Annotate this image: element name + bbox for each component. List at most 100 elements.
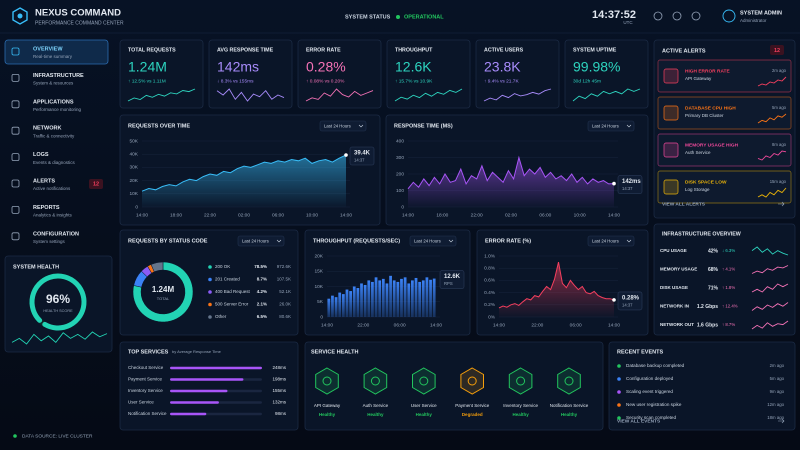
dropdown[interactable] <box>237 235 285 247</box>
bar <box>363 284 367 317</box>
event-dot <box>617 390 621 394</box>
callout <box>349 146 375 166</box>
dropdown-caret <box>358 124 364 128</box>
kpi-title: THROUGHPUT <box>395 47 433 53</box>
dropdown[interactable] <box>409 235 457 247</box>
nav-icon <box>11 153 20 162</box>
infra-label: NETWORK OUT <box>660 322 694 327</box>
health-caption: HEALTH SCORE <box>43 309 73 313</box>
service-name: Checkout Service <box>128 365 164 370</box>
dropdown[interactable] <box>587 235 635 247</box>
infra-value: 42% <box>708 248 719 254</box>
infra-change: ↑ 12.4% <box>722 304 738 309</box>
area <box>499 262 614 317</box>
alert-card[interactable] <box>657 59 792 93</box>
service-glyph <box>322 376 332 386</box>
callout-value: 12.6K <box>444 274 461 280</box>
legend-label: 500 Server Error <box>215 302 249 307</box>
chart-title: RESPONSE TIME (MS) <box>394 123 453 129</box>
alert-card[interactable] <box>657 170 792 204</box>
legend-percent: 4.2% <box>257 289 267 294</box>
bar-label: 198ms <box>272 377 286 382</box>
callout-value: 39.4K <box>354 151 371 157</box>
legend-dot <box>208 290 212 294</box>
panel <box>119 341 299 431</box>
sparkline <box>757 113 787 124</box>
bar <box>389 275 392 317</box>
infra-change: ↑ 8.7% <box>722 322 735 327</box>
service-status: Degraded <box>462 412 483 417</box>
service-hex[interactable] <box>557 367 581 395</box>
header-icon[interactable] <box>672 11 682 21</box>
event-time: 5m ago <box>770 376 785 381</box>
alert-card[interactable] <box>657 133 792 167</box>
alert-card[interactable] <box>657 96 792 130</box>
dropdown-label: Last 24 Hours <box>592 123 619 128</box>
alert-time: 5m ago <box>772 105 787 110</box>
x-tick-label: 14:00 <box>493 322 505 328</box>
sparkline <box>751 302 789 311</box>
health-score: 96% <box>46 292 70 306</box>
service-hex[interactable] <box>460 367 484 395</box>
service-glyph <box>516 376 526 386</box>
legend-label: 201 Created <box>215 277 240 282</box>
bar <box>385 283 389 317</box>
kpi-value: 99.98% <box>573 59 620 75</box>
dropdown-label: Last 24 Hours <box>414 238 441 243</box>
panel-title: SYSTEM HEALTH <box>13 264 59 270</box>
kpi-change: 30d 12h 45m <box>573 78 601 84</box>
event-dot <box>617 377 621 381</box>
bar <box>407 283 411 317</box>
bar <box>392 280 396 317</box>
bar-label: 98ms <box>275 411 287 416</box>
nav-label: NETWORK <box>33 126 61 132</box>
sparkline <box>751 283 789 293</box>
panel-title: INFRASTRUCTURE OVERVIEW <box>662 231 741 237</box>
status-value: OPERATIONAL <box>404 14 444 20</box>
dropdown[interactable] <box>319 120 367 132</box>
y-tick-label: 0 <box>401 204 404 210</box>
x-tick-label: 22:00 <box>204 212 216 218</box>
x-tick-label: 06:00 <box>394 322 406 328</box>
nav-icon <box>11 179 20 188</box>
x-tick-label: 22:00 <box>357 322 369 328</box>
y-tick-label: 15K <box>314 269 323 275</box>
last-point <box>612 298 616 302</box>
service-status: Healthy <box>512 412 529 417</box>
header-icon[interactable] <box>653 11 663 21</box>
sparkline <box>572 88 641 102</box>
x-tick-label: 10:00 <box>306 212 318 218</box>
line <box>141 154 347 192</box>
dropdown[interactable] <box>587 120 635 132</box>
service-hex[interactable] <box>508 367 533 395</box>
bar <box>411 280 414 317</box>
app-title: NEXUS COMMAND <box>35 8 121 19</box>
alert-icon <box>663 105 679 121</box>
header-icon[interactable] <box>691 11 701 21</box>
y-tick-label: 20K <box>314 253 323 259</box>
avatar <box>722 9 736 23</box>
service-hex[interactable] <box>412 367 436 395</box>
nav-badge-count: 12 <box>93 181 99 187</box>
bar <box>331 295 334 317</box>
panel <box>4 255 113 353</box>
y-tick-label: 1.0% <box>484 253 496 259</box>
status-label: SYSTEM STATUS <box>345 14 391 20</box>
kpi-value: 12.6K <box>395 59 432 75</box>
callout-sub: RPS <box>444 281 453 286</box>
service-name: Notification Service <box>550 403 589 408</box>
sparkline <box>483 88 552 102</box>
x-tick-label: 02:00 <box>505 212 517 218</box>
panel-subtitle: by Average Response Time <box>172 349 222 354</box>
bar <box>349 291 352 317</box>
nav-sub: Traffic & connectivity <box>33 133 75 138</box>
sparkline <box>757 76 787 87</box>
bar <box>429 279 432 317</box>
nav-item[interactable] <box>5 146 108 170</box>
source-dot <box>13 434 17 438</box>
event-dot <box>617 403 621 407</box>
alert-source: Auth Service <box>685 150 711 155</box>
service-hex[interactable] <box>363 367 388 395</box>
service-hex[interactable] <box>315 367 339 395</box>
